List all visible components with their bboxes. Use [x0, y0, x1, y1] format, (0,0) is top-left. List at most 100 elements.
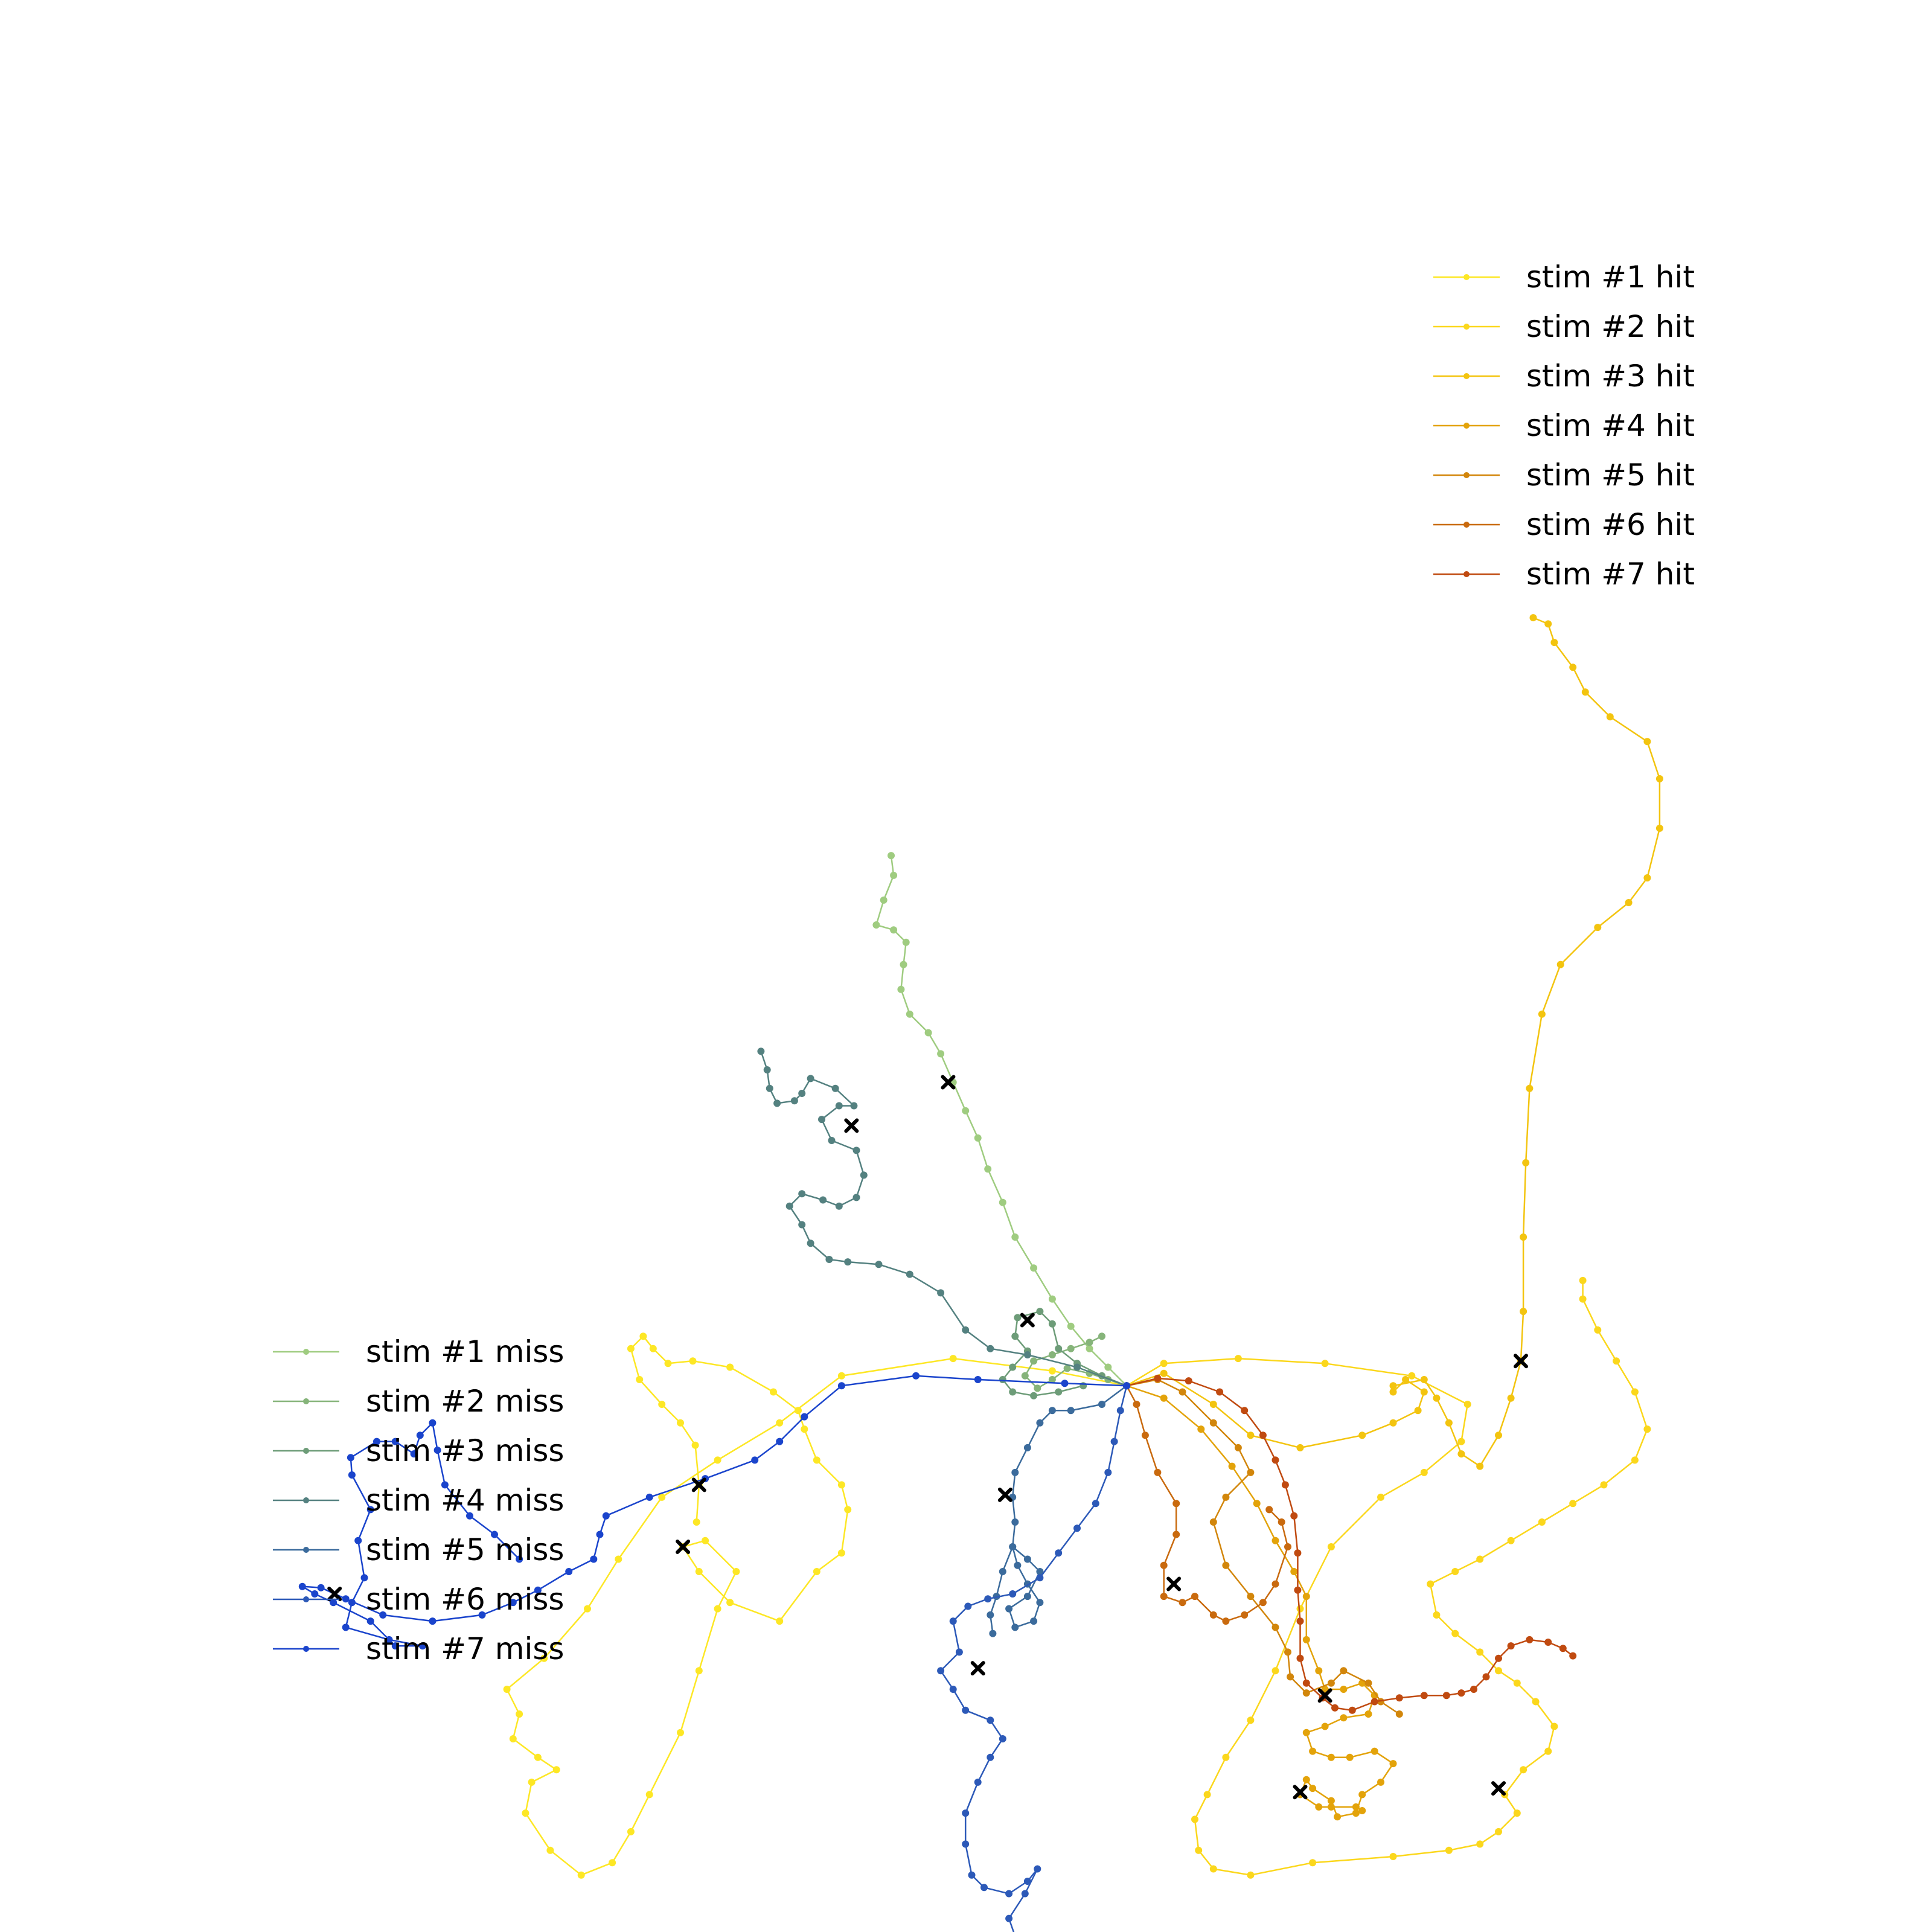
data-point [1495, 1431, 1502, 1439]
data-point [1222, 1753, 1230, 1761]
data-point [1172, 1531, 1180, 1538]
data-point [1011, 1518, 1019, 1526]
data-point [1358, 1807, 1366, 1814]
data-point [924, 1029, 932, 1037]
data-point [844, 1258, 852, 1266]
data-point [1067, 1407, 1075, 1415]
data-point [837, 1481, 845, 1489]
data-point [1063, 1364, 1071, 1372]
data-point [1625, 899, 1633, 906]
legend-swatch [273, 1593, 339, 1605]
data-point [695, 1568, 703, 1575]
data-point [999, 1568, 1006, 1575]
data-point [1395, 1710, 1403, 1718]
data-point [751, 1456, 759, 1464]
data-point [1327, 1753, 1335, 1761]
data-point [1296, 1617, 1304, 1625]
legend-item: stim #7 hit [1433, 549, 1695, 599]
data-point [1228, 1462, 1236, 1470]
data-point [354, 1537, 362, 1544]
data-point [342, 1595, 350, 1603]
data-point [964, 1602, 972, 1610]
data-point [968, 1871, 976, 1879]
legend-swatch [1433, 469, 1500, 481]
event-marker-x [1166, 1576, 1182, 1591]
data-point [491, 1531, 498, 1538]
data-point [1414, 1407, 1422, 1415]
data-point [798, 1221, 806, 1229]
data-point [1247, 1431, 1255, 1439]
legend-label: stim #6 hit [1526, 507, 1695, 542]
data-point [912, 1372, 920, 1380]
data-point [1048, 1367, 1056, 1375]
data-point [828, 1137, 836, 1144]
data-point [1302, 1593, 1310, 1601]
data-point [1009, 1363, 1017, 1371]
data-point [1036, 1419, 1044, 1427]
legend-label: stim #7 miss [366, 1631, 565, 1666]
data-point [1247, 1468, 1255, 1476]
data-point [1513, 1809, 1521, 1817]
data-point [807, 1239, 814, 1247]
legend-label: stim #2 miss [366, 1384, 565, 1419]
data-point [1141, 1431, 1149, 1439]
data-point [1643, 738, 1651, 746]
data-point [837, 1382, 845, 1390]
data-point [689, 1357, 697, 1365]
data-point [1234, 1444, 1242, 1451]
data-point [795, 1407, 802, 1415]
data-point [1278, 1518, 1285, 1526]
data-point [1055, 1388, 1063, 1396]
data-point [1451, 1568, 1459, 1575]
data-point [677, 1419, 684, 1427]
data-point [1160, 1593, 1168, 1601]
series-hit1 [503, 1332, 1131, 1879]
data-point [1104, 1363, 1112, 1371]
data-point [1271, 1623, 1279, 1631]
event-marker-x [691, 1477, 706, 1492]
data-point [1281, 1481, 1289, 1489]
legend-swatch [273, 1544, 339, 1556]
data-point [1631, 1456, 1639, 1464]
data-point [1296, 1654, 1304, 1662]
series-line [1125, 1385, 1289, 1622]
data-point [1265, 1506, 1273, 1514]
data-point [433, 1447, 441, 1454]
data-point [1457, 1450, 1465, 1458]
legend-label: stim #4 miss [366, 1483, 565, 1518]
legend-label: stim #2 hit [1526, 309, 1695, 344]
legend-label: stim #6 miss [366, 1582, 565, 1617]
data-point [1098, 1332, 1105, 1340]
data-point [987, 1611, 994, 1619]
data-point [1556, 961, 1564, 968]
legend-item: stim #2 miss [273, 1377, 564, 1426]
data-point [1172, 1500, 1180, 1508]
event-marker-x [997, 1487, 1012, 1502]
data-point [1476, 1462, 1484, 1470]
data-point [937, 1289, 945, 1297]
data-point [1302, 1729, 1310, 1736]
data-point [1655, 775, 1663, 782]
data-point [298, 1582, 306, 1590]
data-point [989, 1630, 997, 1637]
data-point [429, 1419, 437, 1427]
data-point [1520, 1233, 1527, 1241]
data-point [732, 1568, 740, 1575]
series-miss1 [872, 852, 1131, 1390]
series-miss6 [937, 1382, 1131, 1932]
series-line [506, 1335, 1127, 1876]
data-point [1526, 1084, 1534, 1092]
data-point [984, 1165, 992, 1173]
data-point [1048, 1351, 1056, 1358]
data-point [1358, 1431, 1366, 1439]
legend-miss: stim #1 miss stim #2 miss stim #3 miss s… [273, 1327, 564, 1674]
data-point [636, 1376, 644, 1383]
data-point [1457, 1689, 1465, 1697]
data-point [1160, 1360, 1168, 1367]
data-point [1014, 1561, 1022, 1569]
data-point [1011, 1468, 1019, 1476]
legend-item: stim #6 miss [273, 1575, 564, 1624]
event-marker-x [1513, 1354, 1528, 1369]
event-marker-x [844, 1118, 859, 1133]
data-point [1606, 713, 1614, 721]
